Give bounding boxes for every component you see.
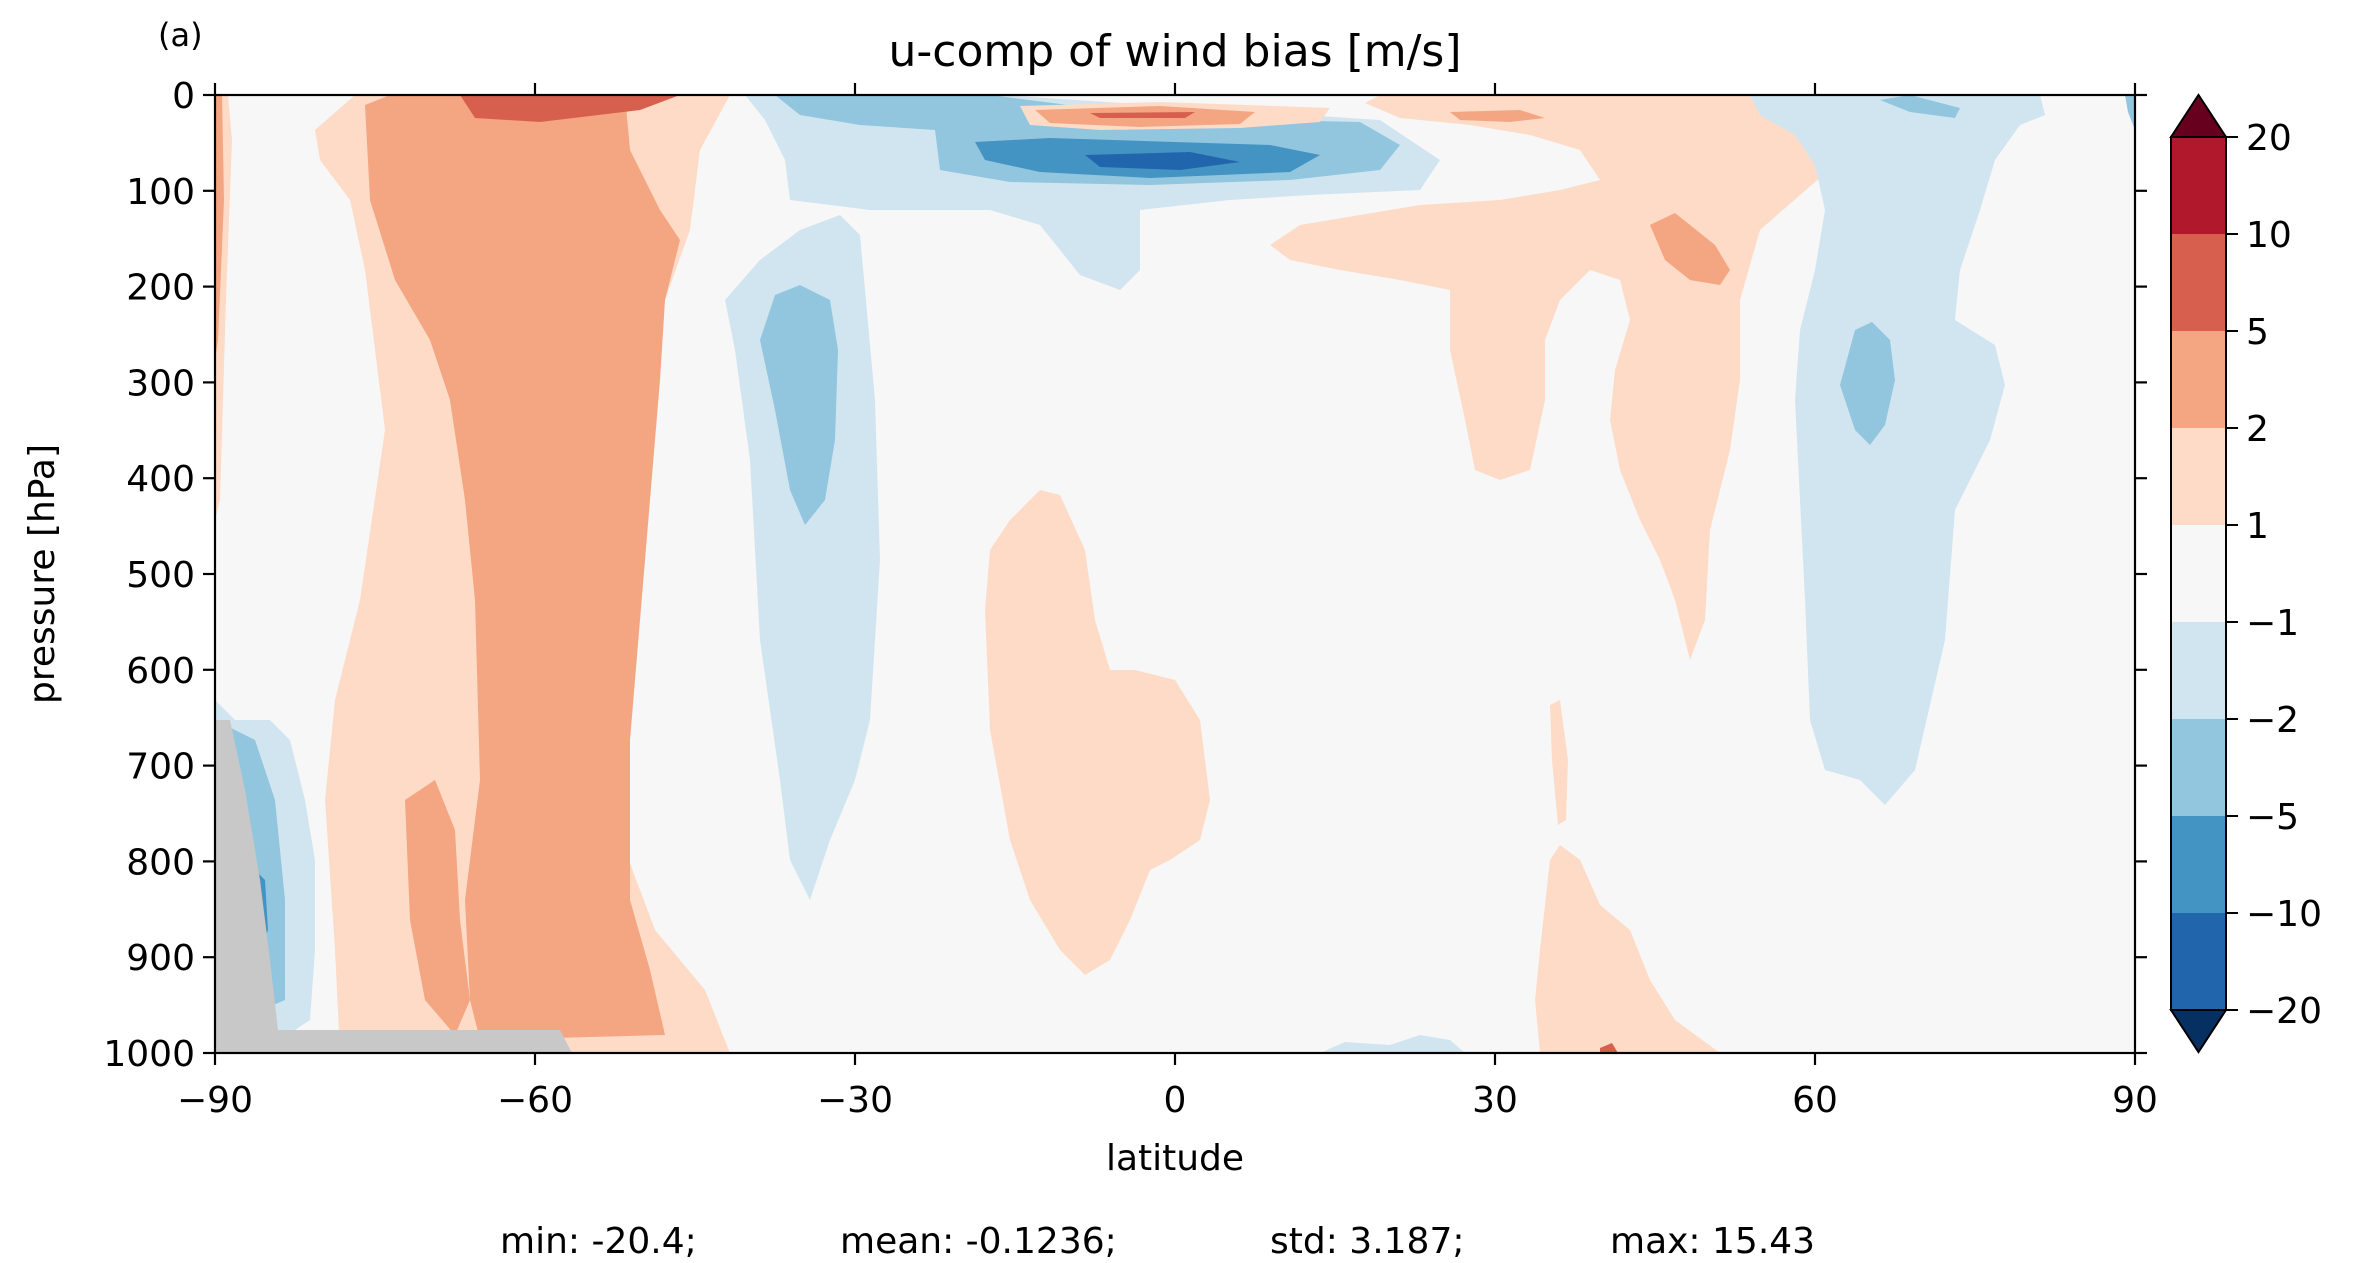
colorbar-tick-label: −2 [2246,700,2299,741]
colorbar-segment [2171,331,2226,429]
colorbar-tick-label: −5 [2246,797,2299,838]
colorbar-tick-label: 2 [2246,409,2269,450]
y-tick-label: 300 [126,363,195,404]
colorbar-segment [2171,428,2226,526]
colorbar-tick-label: −10 [2246,894,2322,935]
x-tick-label: −30 [817,1080,893,1121]
y-axis-label: pressure [hPa] [22,444,63,704]
x-tick-label: 30 [1472,1080,1518,1121]
stat-std: std: 3.187; [1270,1221,1464,1262]
contour-sh-surface-red [405,780,470,1035]
chart-title: u-comp of wind bias [m/s] [888,26,1461,77]
colorbar-segment [2171,719,2226,817]
colorbar-extend-top [2169,93,2228,138]
contour-sh-top-core [460,95,680,122]
contour-trop-mid-pos [985,490,1210,975]
contour-nh-surface-tiny [1600,1043,1618,1053]
y-tick-label: 100 [126,172,195,213]
x-axis: −90 −60 −30 0 30 60 90 [177,83,2158,1121]
colorbar-tick-label: −20 [2246,991,2322,1032]
contour-nh-top-mid [1880,95,1960,118]
colorbar-tick-label: 10 [2246,215,2292,256]
contour-right-edge-neg [2125,95,2135,130]
orography-mask [215,720,572,1053]
contour-sh-subtrop-light [725,215,880,900]
contour-nh-hl-neg-light [1750,95,2045,805]
y-tick-label: 800 [126,842,195,883]
contour-nh-surface-neg [1320,1035,1465,1053]
contour-nh-jet-medium-b [1450,110,1545,122]
x-tick-label: −60 [497,1080,573,1121]
contour-sh-subtrop-mid [760,285,838,525]
x-axis-label: latitude [1106,1138,1244,1179]
colorbar-segment [2171,525,2226,623]
colorbar-segment [2171,816,2226,914]
y-tick-label: 0 [172,76,195,117]
x-tick-label: 60 [1792,1080,1838,1121]
colorbar-segment [2171,234,2226,332]
colorbar-tick-label: −1 [2246,603,2299,644]
colorbar-extend-bottom [2169,1009,2228,1054]
contour-nh-jet-medium-a [1650,213,1730,285]
contour-eq-strat-strong [1090,112,1195,118]
colorbar-segment [2171,622,2226,720]
contour-nh-hl-neg-mid [1840,322,1895,445]
contour-field [215,95,2135,1053]
y-tick-label: 900 [126,938,195,979]
y-tick-label: 700 [126,747,195,788]
contour-left-edge-medium [215,95,224,360]
colorbar-tick-label: 5 [2246,312,2269,353]
panel-label: (a) [158,16,203,54]
y-tick-label: 500 [126,555,195,596]
x-tick-label: 90 [2112,1080,2158,1121]
y-tick-label: 1000 [103,1034,195,1075]
colorbar-frame [2170,136,2227,1011]
colorbar-segment [2171,913,2226,1011]
stat-mean: mean: -0.1236; [840,1221,1117,1262]
y-tick-label: 400 [126,459,195,500]
y-tick-label: 200 [126,268,195,309]
contour-nh-jet-light [1270,95,1960,660]
colorbar-segment [2171,137,2226,235]
colorbar-tick-label: 20 [2246,118,2292,159]
colorbar-tick-label: 1 [2246,506,2269,547]
colorbar: 20 10 5 2 1 −1 −2 −5 −10 −20 [2169,93,2322,1054]
x-tick-label: −90 [177,1080,253,1121]
contour-sh-jet-medium [365,95,680,1040]
contour-trop-upper-max [1085,152,1240,170]
x-tick-label: 0 [1164,1080,1187,1121]
contour-nh-surface-b [1535,845,1720,1053]
stat-min: min: -20.4; [500,1221,697,1262]
contour-nh-surface-a [1550,700,1568,825]
stat-max: max: 15.43 [1610,1221,1815,1262]
y-axis: 0 100 200 300 400 500 600 700 800 900 1000 [103,76,2147,1075]
y-tick-label: 600 [126,651,195,692]
